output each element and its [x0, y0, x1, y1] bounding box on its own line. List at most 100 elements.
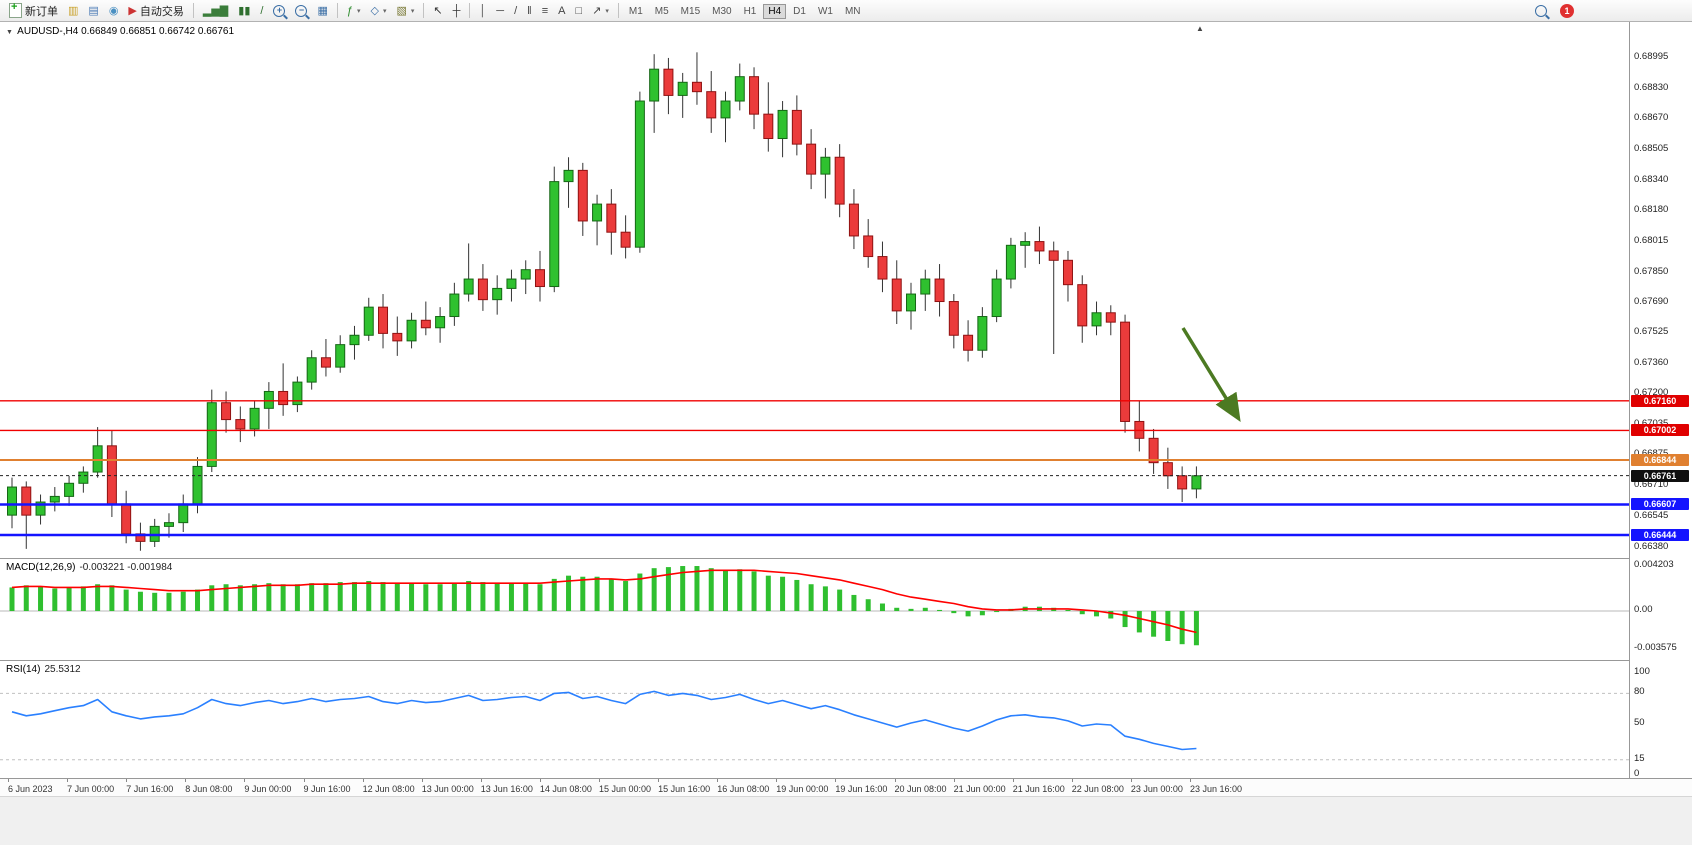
fibonacci-button[interactable]: ≡ [538, 3, 552, 19]
navigator-button[interactable]: ◉ [105, 3, 123, 19]
macd-bar [780, 576, 786, 611]
macd-bar [409, 583, 415, 611]
main-chart-panel[interactable]: ▼ AUDUSD-,H4 0.66849 0.66851 0.66742 0.6… [0, 22, 1630, 558]
rsi-panel[interactable]: RSI(14) 25.5312 [0, 660, 1630, 779]
text-button[interactable]: A [554, 3, 569, 19]
notification-badge[interactable]: 1 [1560, 3, 1574, 18]
macd-bar [1193, 611, 1199, 646]
zoom-in-button[interactable]: + [269, 3, 289, 19]
chevron-down-icon[interactable]: ▼ [6, 29, 13, 36]
indicators-button[interactable]: ƒ ▾ [343, 3, 365, 19]
price-line-badge: 0.66607 [1631, 498, 1689, 511]
price-scale[interactable]: 0.68995 0.68830 0.68670 0.68505 0.68340 0.681… [1629, 22, 1692, 779]
horizontal-line-button[interactable]: ─ [492, 3, 508, 19]
macd-bar [252, 584, 258, 611]
macd-bar [266, 583, 272, 611]
candles-layer[interactable] [7, 52, 1202, 551]
macd-name: MACD(12,26,9) [6, 562, 76, 573]
market-watch-button[interactable]: ▥ [64, 3, 82, 19]
data-window-button[interactable]: ▤ [84, 3, 102, 19]
candle-body [477, 278, 488, 301]
rsi-canvas[interactable] [0, 661, 1630, 779]
templates-icon: ▧ [396, 4, 407, 17]
price-axis-label: 0.66875 [1634, 449, 1668, 459]
chevron-down-icon: ▾ [410, 7, 415, 15]
macd-bar [922, 607, 928, 611]
price-chart-canvas[interactable] [0, 22, 1630, 558]
time-axis-tick [1012, 779, 1014, 782]
candlestick-chart-icon: ▮▮ [238, 4, 251, 17]
time-axis-tick [717, 779, 719, 782]
macd-bar [209, 585, 215, 611]
timeframe-h1-button[interactable]: H1 [743, 5, 757, 17]
candle-body [463, 278, 474, 295]
market-watch-icon: ▥ [68, 4, 79, 17]
auto-trading-button[interactable]: ▶ 自动交易 [124, 1, 187, 21]
time-axis-tick [126, 779, 128, 782]
timeframe-d1-button[interactable]: D1 [793, 5, 806, 17]
crosshair-button[interactable]: ┼ [449, 3, 465, 19]
candle-body [506, 278, 517, 289]
price-line-badge: 0.66844 [1631, 454, 1689, 467]
candle-body [534, 269, 545, 288]
chart-shift-icon[interactable]: ▲ [1196, 24, 1204, 33]
macd-bar [566, 575, 572, 611]
macd-bar [837, 589, 843, 611]
macd-bar [1179, 611, 1185, 645]
vertical-line-button[interactable]: │ [475, 3, 490, 19]
arrow-annotation[interactable] [1181, 327, 1241, 422]
timeframe-m1-button[interactable]: M1 [628, 5, 643, 17]
cursor-button[interactable]: ↖ [429, 3, 446, 19]
periods-button[interactable]: ◇ ▾ [367, 3, 391, 19]
timeframe-w1-button[interactable]: W1 [817, 5, 833, 17]
macd-bar [751, 571, 757, 611]
macd-bar [451, 583, 457, 611]
line-chart-button[interactable]: / [256, 3, 267, 19]
toolbar: 新订单 ▥▤◉ ▶ 自动交易 ▂▅▇▮▮/ +− ▦ ƒ▾◇▾▧▾ ↖┼ │─/… [0, 0, 1692, 22]
macd-bar [9, 587, 15, 611]
time-axis-tick [1130, 779, 1132, 782]
candle-body [363, 306, 374, 336]
macd-bar [394, 583, 400, 611]
channel-button[interactable]: ‖ [523, 3, 536, 19]
search-button[interactable] [1531, 3, 1551, 19]
price-line-badge: 0.67160 [1631, 394, 1689, 407]
macd-bar [280, 584, 286, 611]
macd-bar [180, 591, 186, 611]
price-axis-label: 0.68180 [1634, 203, 1669, 215]
timeframe-m30-button[interactable]: M30 [712, 5, 732, 17]
price-axis-label: 0.67850 [1634, 265, 1669, 277]
macd-signal-line [11, 569, 1197, 634]
timeframe-h4-button[interactable]: H4 [763, 3, 787, 19]
bar-chart-button[interactable]: ▂▅▇ [199, 3, 232, 19]
candle-body [806, 143, 817, 175]
timeframe-m15-button[interactable]: M15 [680, 5, 701, 17]
macd-bar [808, 584, 814, 611]
timeframe-mn-button[interactable]: MN [844, 5, 861, 17]
macd-canvas[interactable] [0, 559, 1630, 661]
candle-body [1034, 241, 1045, 252]
price-axis-label: 0.68015 [1634, 234, 1669, 246]
candlestick-chart-button[interactable]: ▮▮ [234, 3, 254, 19]
candle-body [520, 269, 531, 280]
timeframe-m5-button[interactable]: M5 [654, 5, 669, 17]
macd-bar [851, 594, 857, 611]
candle-body [1120, 321, 1131, 422]
toolbar-separator [617, 3, 619, 18]
new-order-button[interactable]: 新订单 [5, 1, 62, 21]
label-button[interactable]: □ [571, 3, 586, 19]
templates-button[interactable]: ▧ ▾ [392, 3, 418, 19]
tile-windows-button[interactable]: ▦ [313, 3, 331, 19]
trendline-icon: / [514, 4, 518, 17]
candle-body [1077, 284, 1088, 327]
candle-body [406, 319, 417, 342]
time-axis-tick [658, 779, 660, 782]
time-axis-tick [539, 779, 541, 782]
macd-bar [237, 585, 243, 611]
trendline-button[interactable]: / [510, 3, 521, 19]
zoom-out-button[interactable]: − [291, 3, 311, 19]
candle-body [634, 100, 645, 248]
shapes-button[interactable]: ↗ ▾ [588, 3, 613, 19]
macd-panel[interactable]: MACD(12,26,9) -0.003221 -0.001984 [0, 558, 1630, 661]
time-axis[interactable]: 6 Jun 2023 7 Jun 00:00 7 Jun 16:00 8 Jun 08… [0, 778, 1692, 797]
